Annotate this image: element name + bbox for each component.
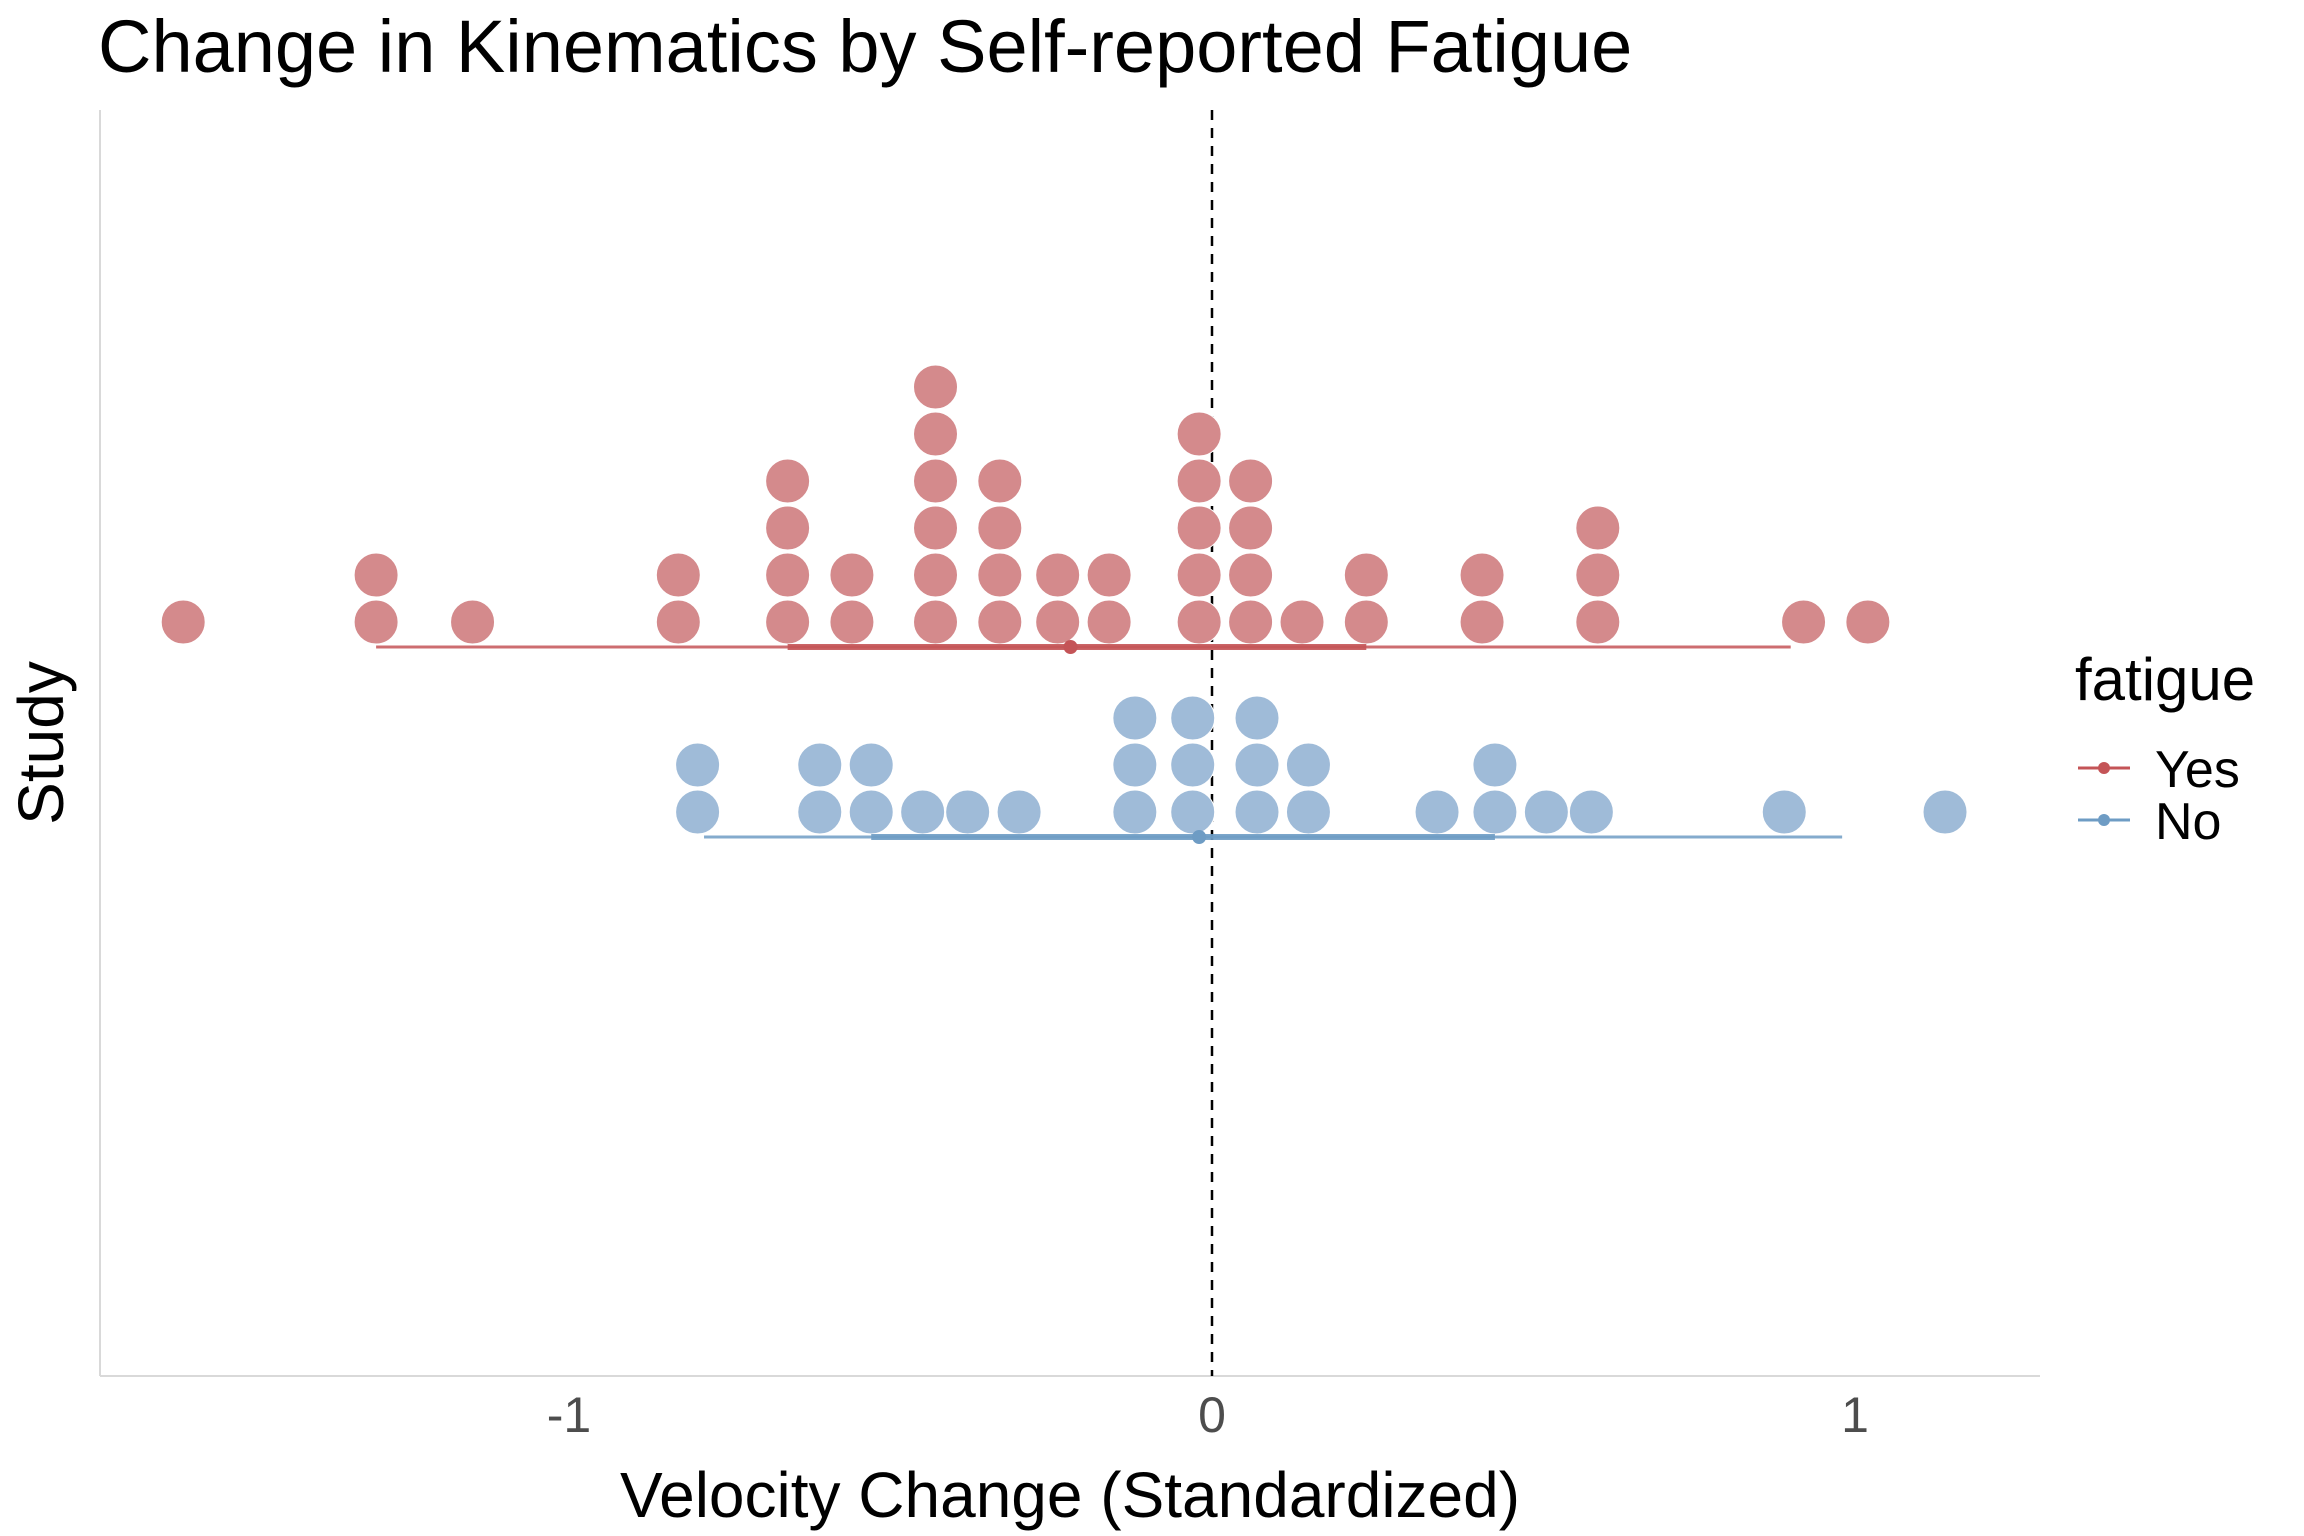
dot-yes: [1459, 552, 1505, 598]
legend-key-point-yes: [2098, 762, 2110, 774]
dot-yes: [1228, 552, 1274, 598]
dot-yes: [1343, 599, 1389, 645]
dot-no: [1112, 789, 1158, 835]
dot-no: [1170, 742, 1216, 788]
dot-yes: [1035, 599, 1081, 645]
dot-no: [1285, 742, 1331, 788]
dot-yes: [655, 552, 701, 598]
dot-yes: [977, 458, 1023, 504]
dot-no: [1112, 695, 1158, 741]
dot-yes: [1781, 599, 1827, 645]
dot-no: [1523, 789, 1569, 835]
dot-no: [1170, 789, 1216, 835]
dot-yes: [655, 599, 701, 645]
x-tick-label: 1: [1841, 1387, 1869, 1443]
dot-yes: [353, 599, 399, 645]
dot-yes: [1035, 552, 1081, 598]
dot-yes: [765, 458, 811, 504]
dot-yes: [977, 505, 1023, 551]
dot-no: [900, 789, 946, 835]
dot-yes: [1228, 505, 1274, 551]
dot-yes: [1575, 552, 1621, 598]
dot-yes: [977, 599, 1023, 645]
dot-yes: [1176, 411, 1222, 457]
dot-no: [996, 789, 1042, 835]
dot-yes: [450, 599, 496, 645]
dot-yes: [765, 599, 811, 645]
dot-yes: [913, 364, 959, 410]
dot-yes: [1279, 599, 1325, 645]
dot-yes: [1176, 552, 1222, 598]
dot-yes: [1176, 458, 1222, 504]
summary-layer: [376, 640, 1843, 844]
dot-yes: [353, 552, 399, 598]
dot-yes: [1228, 599, 1274, 645]
dot-no: [1234, 695, 1280, 741]
mean-point-no: [1192, 830, 1207, 844]
dot-yes: [765, 505, 811, 551]
dot-yes: [829, 552, 875, 598]
x-axis-ticks: -1 0 1: [547, 1387, 1869, 1443]
dot-no: [1414, 789, 1460, 835]
dot-no: [1170, 695, 1216, 741]
dot-no: [1285, 789, 1331, 835]
legend-label-yes: Yes: [2155, 741, 2240, 799]
dot-yes: [1086, 552, 1132, 598]
dot-no: [675, 742, 721, 788]
dot-yes: [1343, 552, 1389, 598]
dot-no: [1234, 742, 1280, 788]
dot-yes: [1176, 505, 1222, 551]
dot-yes: [913, 458, 959, 504]
dot-no: [945, 789, 991, 835]
dot-no: [1234, 789, 1280, 835]
dot-yes: [977, 552, 1023, 598]
dot-yes: [1176, 599, 1222, 645]
dot-no: [1922, 789, 1968, 835]
legend-label-no: No: [2155, 793, 2221, 851]
dot-yes: [765, 552, 811, 598]
x-tick-label: 0: [1198, 1387, 1226, 1443]
legend-title: fatigue: [2075, 646, 2255, 713]
dot-yes: [1459, 599, 1505, 645]
dot-no: [1112, 742, 1158, 788]
dot-yes: [1228, 458, 1274, 504]
dot-yes: [913, 552, 959, 598]
y-axis-title: Study: [5, 661, 77, 825]
dot-no: [1472, 742, 1518, 788]
mean-point-yes: [1063, 640, 1078, 654]
dot-no: [797, 742, 843, 788]
dot-no: [848, 789, 894, 835]
dot-yes: [1845, 599, 1891, 645]
dot-yes: [1086, 599, 1132, 645]
dot-no: [848, 742, 894, 788]
dot-yes: [829, 599, 875, 645]
x-axis-title: Velocity Change (Standardized): [620, 1459, 1520, 1531]
dot-yes: [913, 599, 959, 645]
dot-no: [1568, 789, 1614, 835]
dot-no: [797, 789, 843, 835]
dot-yes: [1575, 505, 1621, 551]
chart-title: Change in Kinematics by Self-reported Fa…: [98, 5, 1632, 88]
dot-yes: [1575, 599, 1621, 645]
dot-yes: [160, 599, 206, 645]
legend-key-point-no: [2098, 814, 2110, 826]
dots-layer: [160, 364, 1968, 835]
dot-yes: [913, 505, 959, 551]
dot-yes: [913, 411, 959, 457]
x-tick-label: -1: [547, 1387, 591, 1443]
dot-no: [1472, 789, 1518, 835]
dot-no: [675, 789, 721, 835]
dot-no: [1761, 789, 1807, 835]
